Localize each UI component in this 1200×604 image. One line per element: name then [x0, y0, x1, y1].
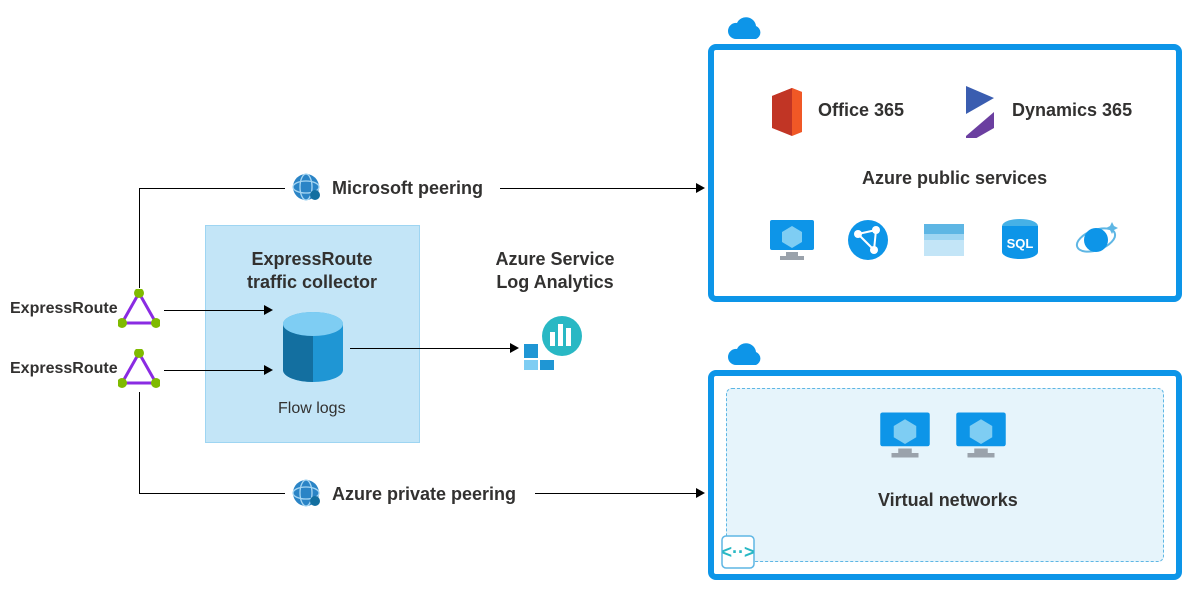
arrowhead-mspeer [696, 183, 705, 193]
arrowhead-er2 [264, 365, 273, 375]
private-peering-label: Azure private peering [332, 484, 516, 505]
vnet-dashed-inner [726, 388, 1164, 562]
line-mspeer-vert [139, 188, 140, 288]
ms-peering-label: Microsoft peering [332, 178, 483, 199]
vnet-vm-icon-2 [954, 408, 1008, 467]
expressroute-icon-2 [118, 349, 160, 396]
app-service-icon [844, 216, 892, 264]
arrowhead-priv [696, 488, 705, 498]
svg-text:SQL: SQL [1007, 236, 1034, 251]
sql-database-icon: SQL [996, 216, 1044, 264]
vnet-vm-icon-1 [878, 408, 932, 467]
line-priv-h1 [139, 493, 285, 494]
svg-text:<··>: <··> [721, 542, 754, 562]
line-priv-h2 [535, 493, 696, 494]
arrow-collector-to-analytics [350, 348, 510, 349]
office-365-label: Office 365 [818, 100, 904, 121]
line-mspeer-h2 [500, 188, 696, 189]
office-365-icon [764, 86, 808, 143]
vm-monitor-icon [768, 216, 816, 264]
flow-logs-caption: Flow logs [278, 400, 346, 418]
private-peering-globe-icon [291, 478, 321, 513]
public-services-subtitle: Azure public services [862, 168, 1047, 189]
arrow-er2-to-collector [164, 370, 264, 371]
expressroute-label-1: ExpressRoute [10, 300, 118, 318]
arrowhead-analytics [510, 343, 519, 353]
ms-peering-globe-icon [291, 172, 321, 207]
cosmos-db-icon [1072, 216, 1120, 264]
line-priv-vert [139, 392, 140, 494]
expressroute-icon-1 [118, 289, 160, 336]
virtual-networks-title: Virtual networks [878, 490, 1018, 511]
cloud-icon-bottom [720, 340, 768, 372]
azure-service-icons-row: SQL [768, 216, 1120, 264]
expressroute-label-2: ExpressRoute [10, 360, 118, 378]
arrowhead-er1 [264, 305, 273, 315]
dynamics-365-icon [960, 84, 1004, 143]
flow-logs-cylinder-icon [278, 310, 348, 399]
traffic-collector-title: ExpressRoute traffic collector [247, 248, 377, 293]
dynamics-365-label: Dynamics 365 [1012, 100, 1132, 121]
cloud-icon-top [720, 14, 768, 46]
storage-icon [920, 216, 968, 264]
log-analytics-title: Azure Service Log Analytics [485, 248, 625, 293]
log-analytics-icon [520, 310, 584, 379]
vnet-peering-icon: <··> [720, 534, 756, 575]
line-mspeer-h1 [139, 188, 285, 189]
arrow-er1-to-collector [164, 310, 264, 311]
